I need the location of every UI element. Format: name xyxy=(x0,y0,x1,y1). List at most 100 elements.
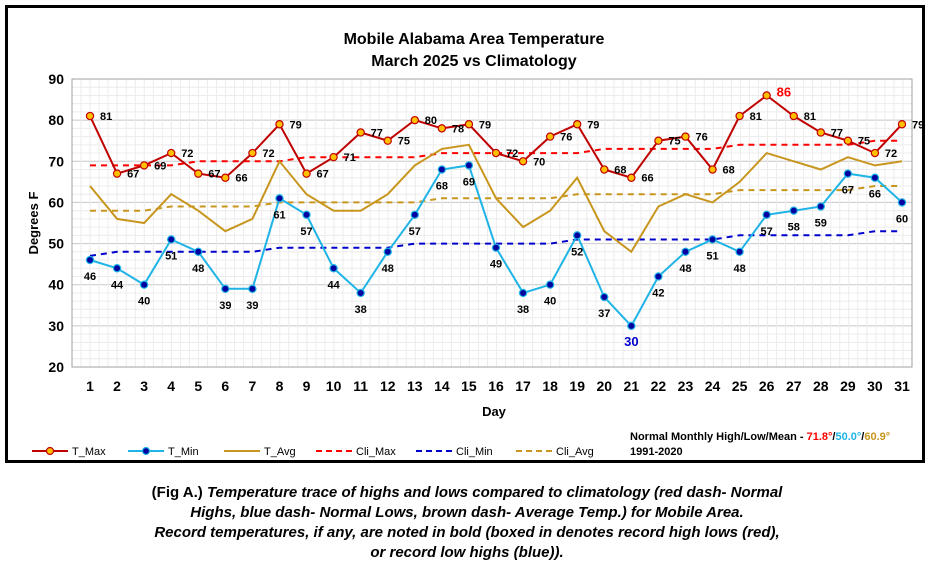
x-tick-label: 22 xyxy=(651,378,667,394)
x-tick-label: 28 xyxy=(813,378,829,394)
y-axis-label: Degrees F xyxy=(26,192,41,255)
chart-frame xyxy=(5,5,925,463)
point-t-min xyxy=(112,264,122,273)
legend-label: Cli_Min xyxy=(456,446,493,458)
x-tick-label: 5 xyxy=(194,378,202,394)
normals-mean: 60.9° xyxy=(864,431,890,443)
legend-label: T_Max xyxy=(72,446,106,458)
y-tick-label: 90 xyxy=(48,71,64,87)
point-t-max xyxy=(464,120,474,129)
series-line-t-avg xyxy=(89,143,903,254)
figure-caption: (Fig A.) Temperature trace of highs and … xyxy=(0,483,934,563)
point-t-max xyxy=(248,148,257,158)
point-t-min xyxy=(410,210,419,219)
point-t-min xyxy=(573,231,582,240)
label-t-max: 70 xyxy=(533,156,545,168)
label-t-max: 79 xyxy=(479,119,491,131)
label-t-min: 66 xyxy=(869,189,881,201)
point-t-max xyxy=(275,120,284,129)
x-tick-label: 13 xyxy=(407,378,423,394)
y-tick-label: 30 xyxy=(48,318,64,334)
point-t-max xyxy=(843,136,853,145)
x-tick-label: 21 xyxy=(624,378,640,394)
chart-title: Mobile Alabama Area Temperature xyxy=(344,31,605,48)
x-tick-label: 11 xyxy=(353,378,368,394)
caption-line-1: (Fig A.) Temperature trace of highs and … xyxy=(0,483,934,503)
label-t-min: 39 xyxy=(219,300,231,312)
label-t-max: 81 xyxy=(750,111,762,123)
x-tick-label: 14 xyxy=(434,378,450,394)
point-t-min xyxy=(85,255,95,265)
point-t-min xyxy=(762,210,771,219)
chart-subtitle: March 2025 vs Climatology xyxy=(371,53,577,70)
point-t-max xyxy=(356,128,365,137)
point-t-min xyxy=(437,165,447,174)
point-t-min xyxy=(897,198,907,207)
point-t-min xyxy=(221,284,230,294)
label-t-min: 60 xyxy=(896,213,908,225)
data-labels: 81 67 69 72 67 66 72 79 67 71 77 75 80 78 79 72 70 76 79 68… xyxy=(84,84,924,348)
point-t-min xyxy=(329,264,338,273)
y-tick-label: 20 xyxy=(48,359,64,375)
x-tick-label: 25 xyxy=(732,378,748,394)
x-tick-label: 8 xyxy=(276,378,284,394)
label-t-min: 38 xyxy=(517,304,529,316)
x-tick-label: 12 xyxy=(380,378,396,394)
point-t-max xyxy=(302,169,311,178)
point-t-max xyxy=(735,111,744,121)
x-tick-label: 10 xyxy=(326,378,342,394)
label-t-min: 42 xyxy=(652,287,664,299)
label-t-max: 68 xyxy=(614,165,626,177)
series-line-cli-min xyxy=(89,230,902,257)
label-t-max: 69 xyxy=(154,160,166,172)
y-tick-label: 40 xyxy=(48,277,64,293)
x-tick-label: 24 xyxy=(705,378,721,394)
x-tick-label: 30 xyxy=(867,378,883,394)
caption-prefix: (Fig A.) xyxy=(151,484,207,501)
point-t-max xyxy=(221,173,230,182)
label-t-max: 66 xyxy=(235,173,247,185)
point-t-max xyxy=(600,165,609,174)
y-ticks: 20 30 40 50 60 70 80 90 xyxy=(48,71,64,375)
legend-label: Cli_Avg xyxy=(556,446,594,458)
y-tick-label: 60 xyxy=(48,194,64,210)
legend: T_Max T_Min T_Avg Cli_Max Cli_Min Cli_Avg xyxy=(32,446,594,458)
label-t-max: 80 xyxy=(425,115,437,127)
point-t-max xyxy=(491,148,501,158)
legend-marker xyxy=(45,446,55,456)
x-tick-label: 1 xyxy=(86,378,94,394)
point-t-min xyxy=(816,202,826,211)
label-t-max: 67 xyxy=(317,169,329,181)
normals-period: 1991-2020 xyxy=(630,446,683,458)
label-t-max: 72 xyxy=(181,148,193,160)
point-t-min xyxy=(627,321,636,331)
label-t-max: 72 xyxy=(885,148,897,160)
label-t-max: 67 xyxy=(208,169,220,181)
label-t-max: 75 xyxy=(858,136,870,148)
point-t-min xyxy=(843,169,853,178)
label-t-max: 66 xyxy=(641,173,653,185)
point-t-min xyxy=(356,288,365,298)
label-t-min: 49 xyxy=(490,259,502,271)
point-t-min xyxy=(600,292,609,302)
label-t-min: 57 xyxy=(761,226,773,238)
point-t-max xyxy=(627,173,636,182)
caption-line-4: or record low highs (blue)). xyxy=(370,544,564,561)
x-tick-label: 18 xyxy=(542,378,558,394)
x-tick-label: 16 xyxy=(488,378,504,394)
x-tick-label: 17 xyxy=(515,378,531,394)
y-tick-label: 80 xyxy=(48,112,64,128)
point-t-max xyxy=(112,169,122,178)
label-t-max: 68 xyxy=(723,165,735,177)
x-tick-label: 9 xyxy=(303,378,311,394)
point-t-min xyxy=(383,247,392,256)
caption-line-3: Record temperatures, if any, are noted i… xyxy=(154,524,780,541)
y-tick-label: 50 xyxy=(48,236,64,252)
point-t-max xyxy=(518,157,528,166)
label-t-max: 79 xyxy=(912,119,924,131)
series-line-cli-avg xyxy=(90,185,902,212)
point-t-min xyxy=(789,206,798,215)
x-axis-label: Day xyxy=(482,404,507,419)
point-t-max xyxy=(870,148,880,158)
x-tick-label: 27 xyxy=(786,378,802,394)
